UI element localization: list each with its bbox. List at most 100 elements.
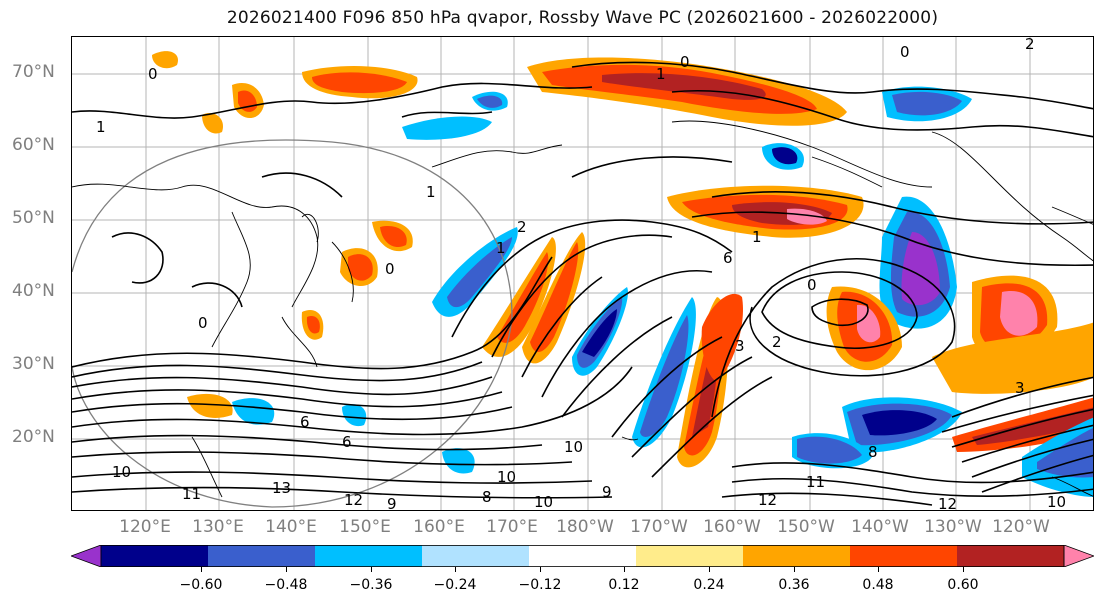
contour-label: 2 — [772, 333, 782, 351]
anomaly-blob — [442, 448, 475, 474]
lon-label-170w: 170°W — [630, 517, 688, 537]
colorbar-tick-label: −0.60 — [179, 577, 223, 593]
anomaly-blob — [932, 322, 1093, 394]
lat-label-70n: 70°N — [12, 62, 55, 82]
lat-label-50n: 50°N — [12, 208, 55, 228]
contour-label: 1 — [656, 65, 666, 83]
lat-label-60n: 60°N — [12, 135, 55, 155]
colorbar-tick — [455, 567, 456, 572]
contour-label: 1 — [96, 118, 106, 136]
colorbar-tick-label: −0.36 — [349, 577, 393, 593]
colorbar-outline — [100, 545, 1065, 567]
colorbar-segment — [422, 545, 530, 567]
lon-label-180w: 180°W — [556, 517, 614, 537]
colorbar-tick-label: −0.48 — [264, 577, 308, 593]
coastlines — [72, 120, 1093, 498]
contour-label: 10 — [534, 493, 553, 511]
lat-label-30n: 30°N — [12, 354, 55, 374]
colorbar-segment — [315, 545, 423, 567]
anomaly-blob — [862, 410, 937, 436]
colorbar-extend-high — [1063, 545, 1094, 567]
anomaly-blob — [787, 208, 827, 225]
colorbar-segment — [529, 545, 637, 567]
colorbar-segment — [101, 545, 209, 567]
contour-label: 0 — [900, 43, 910, 61]
anomaly-blob — [152, 51, 178, 69]
colorbar-tick — [794, 567, 795, 572]
contour-label: 12 — [344, 491, 363, 509]
colorbar-segments — [71, 545, 1094, 567]
anomaly-blob — [582, 309, 617, 357]
anomaly-blob — [482, 237, 556, 357]
contour-label: 10 — [497, 468, 516, 486]
contour-label: 9 — [387, 495, 397, 511]
anomaly-blob — [402, 116, 492, 140]
lon-label-150e: 150°E — [339, 517, 391, 537]
shaded-anomalies — [152, 51, 1093, 497]
lon-label-140w: 140°W — [851, 517, 909, 537]
lon-label-120e: 120°E — [119, 517, 171, 537]
contour-label: 6 — [342, 433, 352, 451]
contour-label: 10 — [1047, 493, 1066, 511]
anomaly-blob — [348, 254, 373, 281]
lon-label-160w: 160°W — [703, 517, 761, 537]
contour-label: 9 — [602, 483, 612, 501]
contour-label: 0 — [680, 53, 690, 71]
contour-label: 6 — [300, 413, 310, 431]
contour-label: 10 — [564, 438, 583, 456]
colorbar-tick-label: 0.48 — [862, 577, 894, 593]
great-circle-arc — [72, 139, 513, 508]
colorbar-tick-label: −0.24 — [433, 577, 477, 593]
lon-label-130e: 130°E — [192, 517, 244, 537]
anomaly-blob — [232, 398, 275, 425]
anomaly-blob — [477, 95, 503, 108]
anomaly-blob — [497, 252, 549, 343]
contour-label: 2 — [517, 218, 527, 236]
colorbar-tick — [878, 567, 879, 572]
anomaly-blob — [530, 242, 579, 353]
colorbar-segment — [957, 545, 1065, 567]
anomaly-blob — [380, 226, 407, 247]
anomaly-blob — [342, 404, 367, 427]
contour-label: 0 — [198, 314, 208, 332]
colorbar-tick — [540, 567, 541, 572]
anomaly-blob — [772, 147, 798, 165]
contour-label: 6 — [723, 249, 733, 267]
lon-label-130w: 130°W — [924, 517, 982, 537]
lat-label-20n: 20°N — [12, 427, 55, 447]
colorbar-tick — [371, 567, 372, 572]
contour-label: 11 — [806, 473, 825, 491]
contour-label: 10 — [112, 463, 131, 481]
lon-label-160e: 160°E — [413, 517, 465, 537]
anomaly-blob — [640, 315, 689, 437]
lat-label-40n: 40°N — [12, 281, 55, 301]
lon-label-120w: 120°W — [992, 517, 1050, 537]
map-panel: 0 1 0 1 0 1 0 2 1 2 6 10 3 0 3 0 6 6 13 … — [71, 36, 1094, 511]
contour-label-layer: 0 1 0 1 0 1 0 2 1 2 6 10 3 0 3 0 6 6 13 … — [96, 37, 1066, 511]
colorbar-segment — [636, 545, 744, 567]
anomaly-blob — [701, 293, 743, 382]
anomaly-blob — [238, 90, 257, 112]
lon-label-140e: 140°E — [265, 517, 317, 537]
colorbar-extend-low — [71, 545, 102, 567]
contour-label: 12 — [938, 495, 957, 511]
contour-label: 0 — [385, 260, 395, 278]
contour-label: 11 — [182, 485, 201, 503]
anomaly-blob — [857, 304, 881, 343]
colorbar-tick — [286, 567, 287, 572]
contour-label: 1 — [496, 239, 506, 257]
anomaly-blob — [447, 237, 512, 308]
colorbar-tick — [709, 567, 710, 572]
contour-label: 3 — [1015, 379, 1025, 397]
lon-label-150w: 150°W — [777, 517, 835, 537]
colorbar-tick-label: 0.12 — [608, 577, 640, 593]
colorbar-tick-label: −0.12 — [518, 577, 562, 593]
contour-label: 2 — [1025, 37, 1035, 53]
colorbar-segment — [743, 545, 851, 567]
anomaly-blob — [1037, 427, 1093, 478]
colorbar-tick — [624, 567, 625, 572]
contour-label: 1 — [426, 183, 436, 201]
contour-label: 1 — [752, 228, 762, 246]
anomaly-blob — [187, 393, 233, 418]
anomaly-blob — [312, 72, 407, 94]
